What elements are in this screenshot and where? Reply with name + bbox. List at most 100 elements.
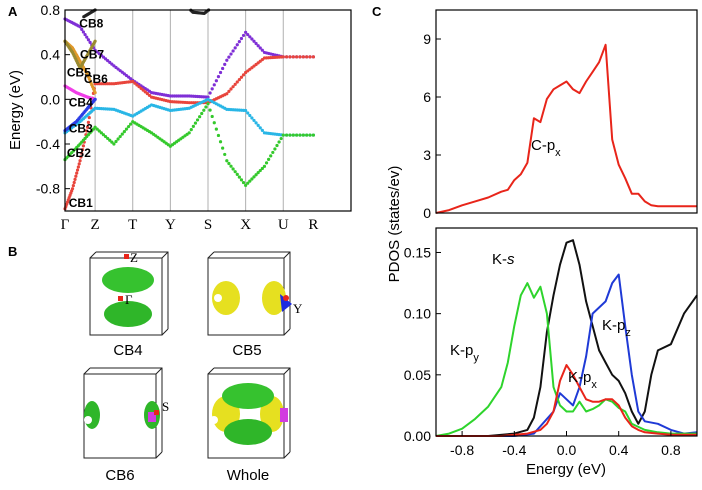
band-point — [110, 140, 114, 144]
band-point — [273, 147, 277, 151]
y-tick-label: 0.8 — [41, 2, 61, 18]
band-point — [235, 43, 239, 47]
band-label-cb8: CB8 — [79, 16, 103, 30]
band-point — [256, 44, 260, 48]
band-point — [298, 55, 302, 59]
band-point — [193, 121, 198, 125]
kpoint-label: U — [278, 217, 289, 233]
label-y: Y — [293, 301, 303, 316]
band-point — [239, 36, 244, 41]
band-point — [72, 180, 76, 185]
band-point — [122, 129, 126, 134]
band-plot-frame — [64, 9, 352, 212]
band-point — [305, 55, 309, 59]
y-tick-label: 0.05 — [404, 367, 431, 383]
bz-box — [83, 367, 163, 459]
band-point — [70, 187, 75, 191]
pdos-potassium-chart: 0.00 0.05 0.10 0.15 -0.8 -0.4 0.0 0.4 0.8 K-s K… — [404, 227, 698, 478]
band-point — [241, 73, 246, 77]
band-point — [248, 35, 252, 39]
green-pocket-bottom — [224, 419, 272, 445]
band-point — [208, 91, 212, 95]
y-tick-label: 0.15 — [404, 244, 431, 260]
band-point — [126, 125, 131, 129]
band-point — [112, 142, 116, 146]
band-point — [227, 55, 231, 59]
panel-letter-a: A — [8, 4, 18, 19]
kpoint-label: T — [128, 217, 137, 233]
band-point — [191, 124, 195, 128]
pdos-bottom-frame — [435, 227, 698, 437]
band-point — [83, 32, 87, 37]
panel-letter-c: C — [372, 4, 382, 19]
label-k-s: K-s — [492, 251, 515, 268]
band-point — [85, 125, 90, 129]
band-point — [288, 55, 292, 59]
band-point — [239, 178, 244, 182]
band-cb-blue — [63, 97, 97, 133]
band-label-cb6: CB6 — [84, 72, 108, 86]
y-tick-label: 3 — [423, 147, 431, 163]
pdos-y-axis-label: PDOS (states/ev) — [386, 166, 403, 283]
fermi-surface-whole: Whole — [207, 367, 291, 484]
label-k-pz: K-pz — [602, 317, 631, 339]
y-tick-label: 0.0 — [41, 91, 61, 107]
band-y-axis-label: Energy (eV) — [7, 70, 24, 150]
band-point — [93, 97, 97, 101]
band-point — [258, 46, 262, 50]
band-point — [85, 35, 89, 39]
band-point — [267, 157, 271, 161]
band-structure-chart: -0.8 -0.4 0.0 0.4 0.8 Γ Z T Y S X U R Energy (eV) C… — [7, 2, 352, 233]
band-point — [225, 92, 229, 96]
band-point — [214, 79, 218, 83]
band-point — [88, 40, 92, 44]
band-point — [235, 80, 239, 84]
band-point — [210, 114, 214, 119]
y-tick-label: 0.00 — [404, 428, 431, 444]
band-point — [227, 89, 231, 93]
y-tick-label: 0.4 — [41, 47, 61, 63]
band-point — [101, 133, 106, 137]
band-point — [295, 133, 299, 137]
band-point — [216, 75, 221, 79]
band-point — [233, 170, 237, 174]
band-point — [227, 161, 231, 166]
band-label-cb5: CB5 — [67, 66, 91, 80]
band-point — [120, 132, 124, 136]
band-point — [74, 174, 78, 178]
band-point — [262, 164, 267, 168]
band-point — [85, 129, 89, 133]
green-pocket-top — [222, 383, 274, 409]
band-point — [229, 164, 233, 168]
band-point — [81, 30, 85, 34]
band-point — [250, 37, 254, 41]
band-cb-black2 — [189, 8, 211, 15]
kpoint-label: R — [308, 217, 318, 233]
band-point — [223, 62, 227, 66]
band-point — [301, 133, 305, 137]
band-point — [212, 121, 216, 125]
pdos-line-k-pz — [436, 273, 698, 437]
band-point — [231, 85, 235, 89]
kpoint-label: Γ — [61, 217, 70, 233]
band-point — [285, 55, 289, 59]
kpoint-label: Y — [165, 217, 176, 233]
band-point — [244, 30, 248, 34]
marker-s — [154, 410, 159, 415]
y-tick-label: 6 — [423, 89, 431, 105]
band-point — [129, 122, 133, 126]
band-point — [77, 162, 81, 166]
band-point — [237, 40, 241, 44]
band-point — [223, 152, 227, 157]
band-point — [277, 140, 281, 144]
x-tick-label: 0.4 — [609, 442, 629, 458]
band-point — [254, 41, 258, 46]
band-point — [229, 87, 233, 91]
band-point — [308, 133, 312, 137]
caption-cb5: CB5 — [232, 342, 261, 359]
fermi-surface-cb4: Z Γ CB4 — [89, 250, 169, 359]
band-point — [187, 131, 191, 135]
band-point — [76, 165, 80, 169]
caption-whole: Whole — [227, 467, 270, 484]
white-point — [84, 416, 92, 424]
